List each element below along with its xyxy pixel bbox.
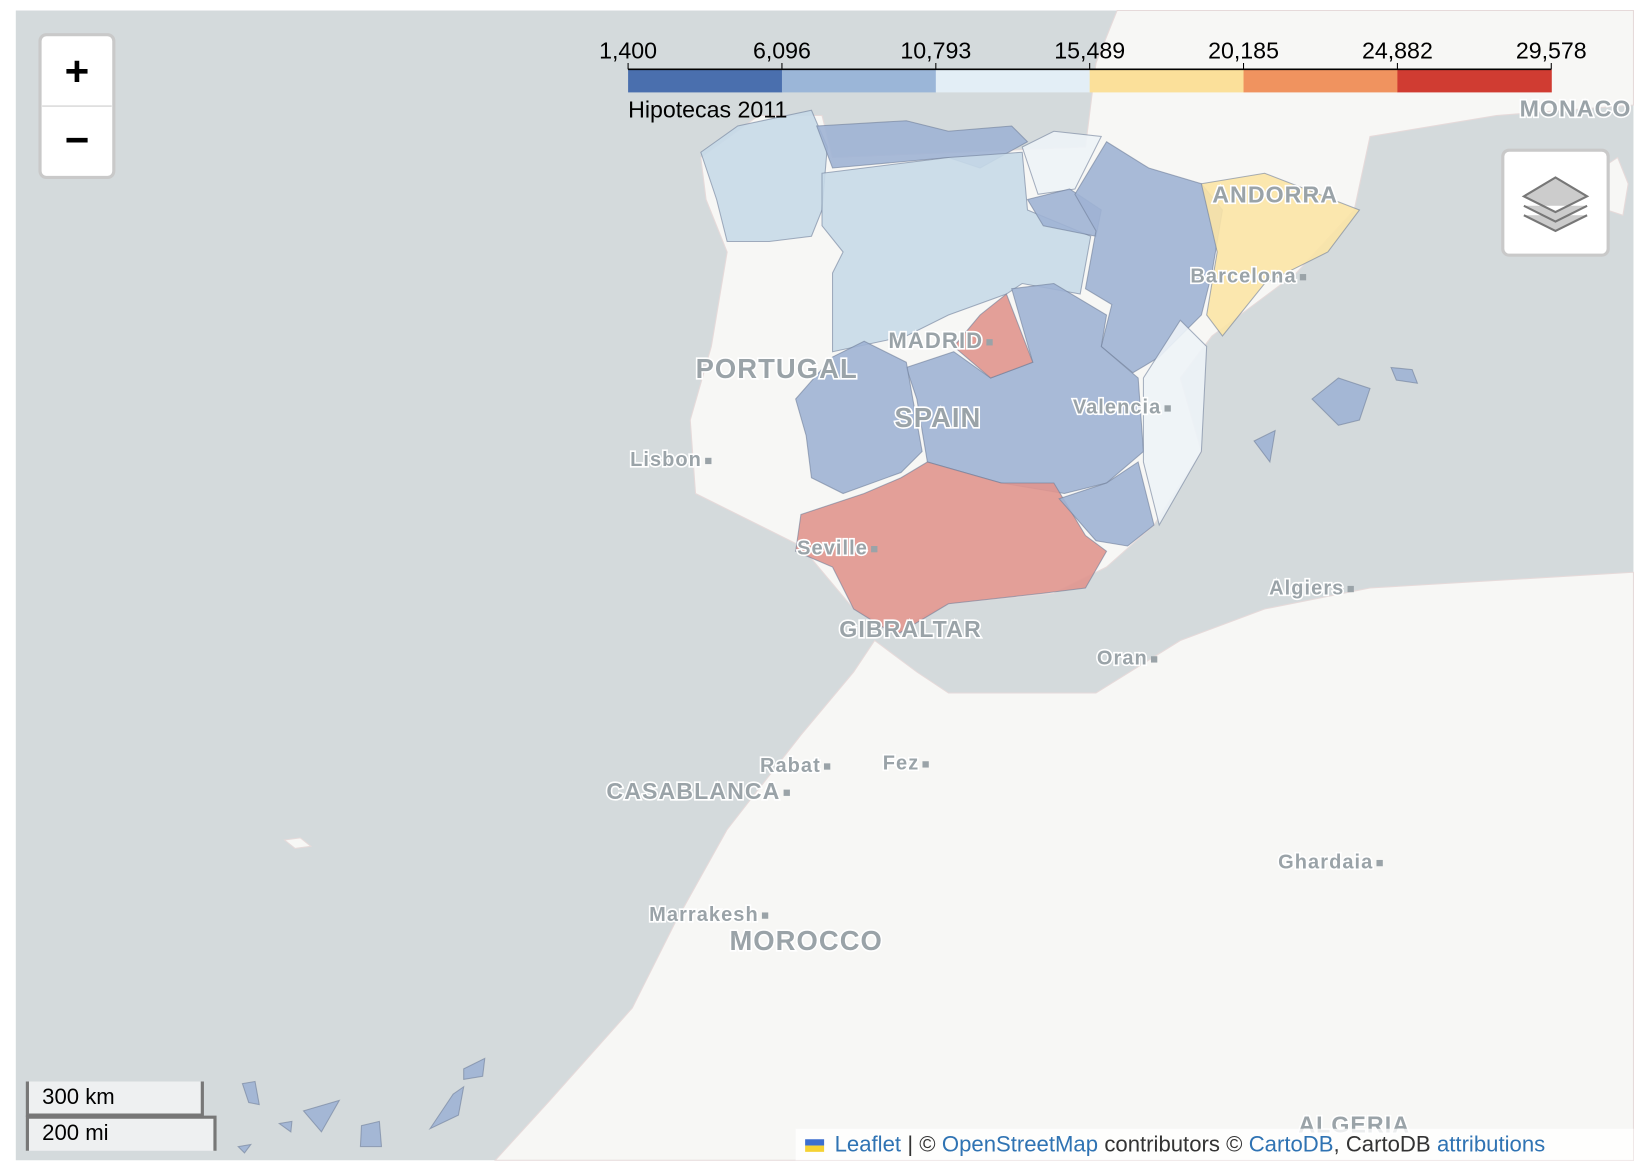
attributions-link[interactable]: attributions — [1437, 1131, 1545, 1156]
map-label: MADRID — [888, 328, 983, 353]
leaflet-link[interactable]: Leaflet — [835, 1131, 901, 1156]
zoom-out[interactable]: − — [65, 116, 90, 163]
map-label: Valencia — [1073, 397, 1162, 419]
map-label: Ghardaia — [1278, 851, 1373, 873]
city-dot — [986, 339, 993, 346]
city-dot — [823, 763, 831, 770]
attribution-bg — [795, 1128, 1634, 1161]
map-label: Seville — [797, 537, 868, 559]
attribution-cartodb: , CartoDB — [1334, 1131, 1431, 1156]
map-label: GIBRALTAR — [839, 616, 981, 642]
legend-tick-label: 1,400 — [599, 38, 657, 64]
legend-swatch — [935, 69, 1091, 93]
legend-title: Hipotecas 2011 — [628, 96, 787, 122]
flag-bottom — [805, 1145, 825, 1152]
attribution: Leaflet | © OpenStreetMap contributors © Car… — [795, 1128, 1634, 1161]
legend-swatch — [781, 69, 937, 93]
zoom-control: + − — [38, 33, 116, 180]
city-dot — [705, 457, 712, 465]
legend: Hipotecas 2011 1,400 6,096 10,793 15,489 20,… — [599, 38, 1587, 123]
scale-imperial: 200 mi — [42, 1120, 108, 1145]
legend-swatch — [1397, 69, 1552, 93]
legend-swatch — [628, 69, 783, 93]
city-dot — [1376, 859, 1383, 867]
cartodb-link[interactable]: CartoDB — [1249, 1131, 1334, 1156]
legend-tick-label: 15,489 — [1054, 38, 1125, 64]
map-label: MOROCCO — [729, 925, 882, 956]
city-dot — [783, 789, 790, 796]
attribution-contributors: contributors © — [1104, 1131, 1242, 1156]
legend-tick-label: 20,185 — [1208, 38, 1279, 64]
map-label: MONACO — [1520, 95, 1632, 121]
regions — [237, 109, 1419, 1154]
map-label: Marrakesh — [649, 904, 759, 926]
map-label: PORTUGAL — [696, 353, 858, 384]
map-labels: PORTUGAL SPAIN MADRID Lisbon Seville Valencia… — [605, 94, 1632, 1140]
city-dot — [761, 912, 769, 919]
map-label: Barcelona — [1190, 266, 1296, 288]
legend-tick-label: 10,793 — [900, 38, 971, 64]
map-label: ANDORRA — [1212, 181, 1338, 207]
city-dot — [1150, 656, 1158, 663]
map-label: Fez — [883, 753, 920, 775]
map-label: SPAIN — [894, 402, 981, 433]
map-label: Rabat — [760, 755, 821, 777]
map-label: Oran — [1097, 648, 1148, 670]
city-dot — [1347, 585, 1354, 593]
map-label: Lisbon — [630, 449, 702, 471]
map-label: Algiers — [1269, 577, 1344, 599]
flag-top — [805, 1139, 825, 1146]
map-label: CASABLANCA — [606, 778, 780, 804]
legend-tick-label: 29,578 — [1516, 38, 1587, 64]
zoom-in[interactable]: + — [65, 48, 90, 95]
scale-metric-box — [25, 1081, 204, 1117]
attribution-text: Leaflet | © OpenStreetMap contributors © Car… — [835, 1131, 1546, 1156]
city-dot — [1299, 274, 1307, 281]
layers-control[interactable] — [1501, 148, 1610, 257]
layers-icon — [1521, 176, 1590, 233]
legend-tick-label: 24,882 — [1362, 38, 1433, 64]
city-dot — [922, 761, 929, 768]
scale-imperial-box — [25, 1115, 217, 1151]
legend-swatch — [1089, 69, 1245, 93]
city-dot — [871, 546, 878, 553]
legend-swatch — [1243, 69, 1398, 93]
osm-link[interactable]: OpenStreetMap — [942, 1131, 1098, 1156]
scale-bar: 300 km 200 mi — [25, 1081, 217, 1151]
scale-metric: 300 km — [42, 1084, 115, 1109]
attribution-sep: | © — [907, 1131, 935, 1156]
legend-tick-label: 6,096 — [753, 38, 811, 64]
city-dot — [1164, 405, 1171, 412]
